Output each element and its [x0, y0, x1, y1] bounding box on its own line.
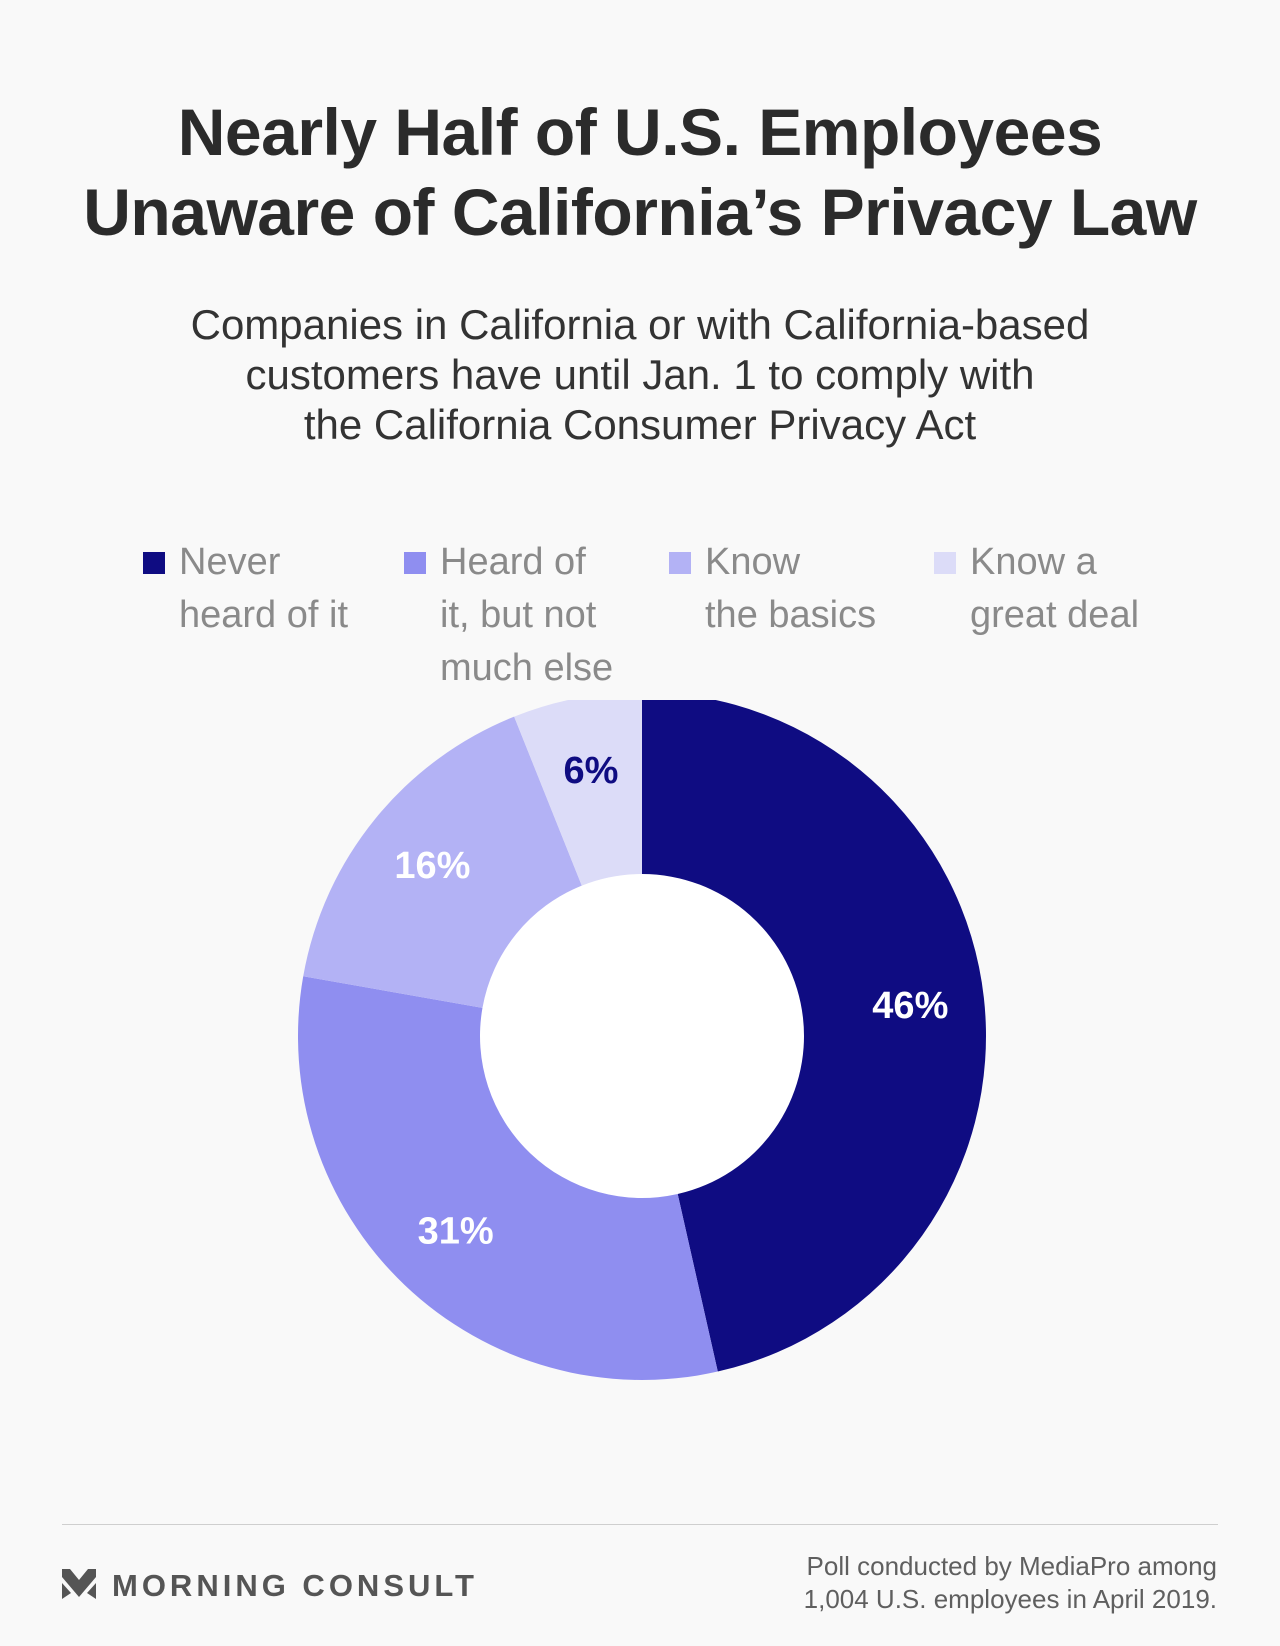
slice-know-basics [303, 716, 582, 1008]
slice-never-heard [642, 700, 987, 1372]
legend-swatch-heard-not-much [404, 552, 426, 574]
legend-label-line: it, but not [440, 594, 597, 636]
legend-swatch-know-great-deal [934, 552, 956, 574]
source-note-line-1: Poll conducted by MediaPro among [806, 1551, 1217, 1581]
slice-heard-not-much [298, 976, 718, 1380]
legend-label-line: heard of it [179, 594, 348, 636]
legend-label-line: the basics [705, 594, 877, 636]
slice-label-never-heard: 46% [872, 985, 948, 1027]
source-note: Poll conducted by MediaPro among 1,004 U… [804, 1550, 1217, 1616]
donut-hole [480, 874, 804, 1198]
legend-swatch-know-basics [669, 552, 691, 574]
slice-label-know-great-deal: 6% [563, 750, 618, 792]
chart-legend: Never heard of it Heard of it, but not m… [0, 536, 1280, 696]
chart-title: Nearly Half of U.S. Employees Unaware of… [0, 92, 1280, 252]
legend-label-know-great-deal: Know a great deal [970, 536, 1139, 642]
legend-label-line: Heard of [440, 541, 586, 583]
chart-subtitle: Companies in California or with Californ… [100, 300, 1180, 450]
chart-subtitle-line-3: the California Consumer Privacy Act [303, 401, 977, 448]
legend-label-know-basics: Know the basics [705, 536, 876, 642]
footer-divider [62, 1524, 1218, 1525]
legend-label-line: Know [705, 541, 801, 583]
legend-label-heard-not-much: Heard of it, but not much else [440, 536, 613, 695]
slice-know-great-deal [514, 700, 642, 886]
morning-consult-logo-icon [62, 1569, 96, 1599]
chart-subtitle-line-1: Companies in California or with Californ… [190, 301, 1090, 348]
slice-label-know-basics: 16% [394, 845, 470, 887]
legend-label-line: great deal [970, 594, 1140, 636]
legend-swatch-never-heard [143, 552, 165, 574]
slice-label-heard-not-much: 31% [418, 1210, 494, 1252]
legend-label-never-heard: Never heard of it [179, 536, 348, 642]
chart-title-line-1: Nearly Half of U.S. Employees [177, 95, 1103, 169]
legend-label-line: much else [440, 647, 614, 689]
source-note-line-2: 1,004 U.S. employees in April 2019. [803, 1584, 1217, 1614]
donut-chart: 46% 31% 16% 6% [298, 700, 987, 1380]
legend-label-line: Never [179, 541, 281, 583]
chart-title-line-2: Unaware of California’s Privacy Law [83, 175, 1197, 249]
chart-subtitle-line-2: customers have until Jan. 1 to comply wi… [245, 351, 1035, 398]
legend-label-line: Know a [970, 541, 1097, 583]
brand-name: MORNING CONSULT [112, 1568, 478, 1603]
